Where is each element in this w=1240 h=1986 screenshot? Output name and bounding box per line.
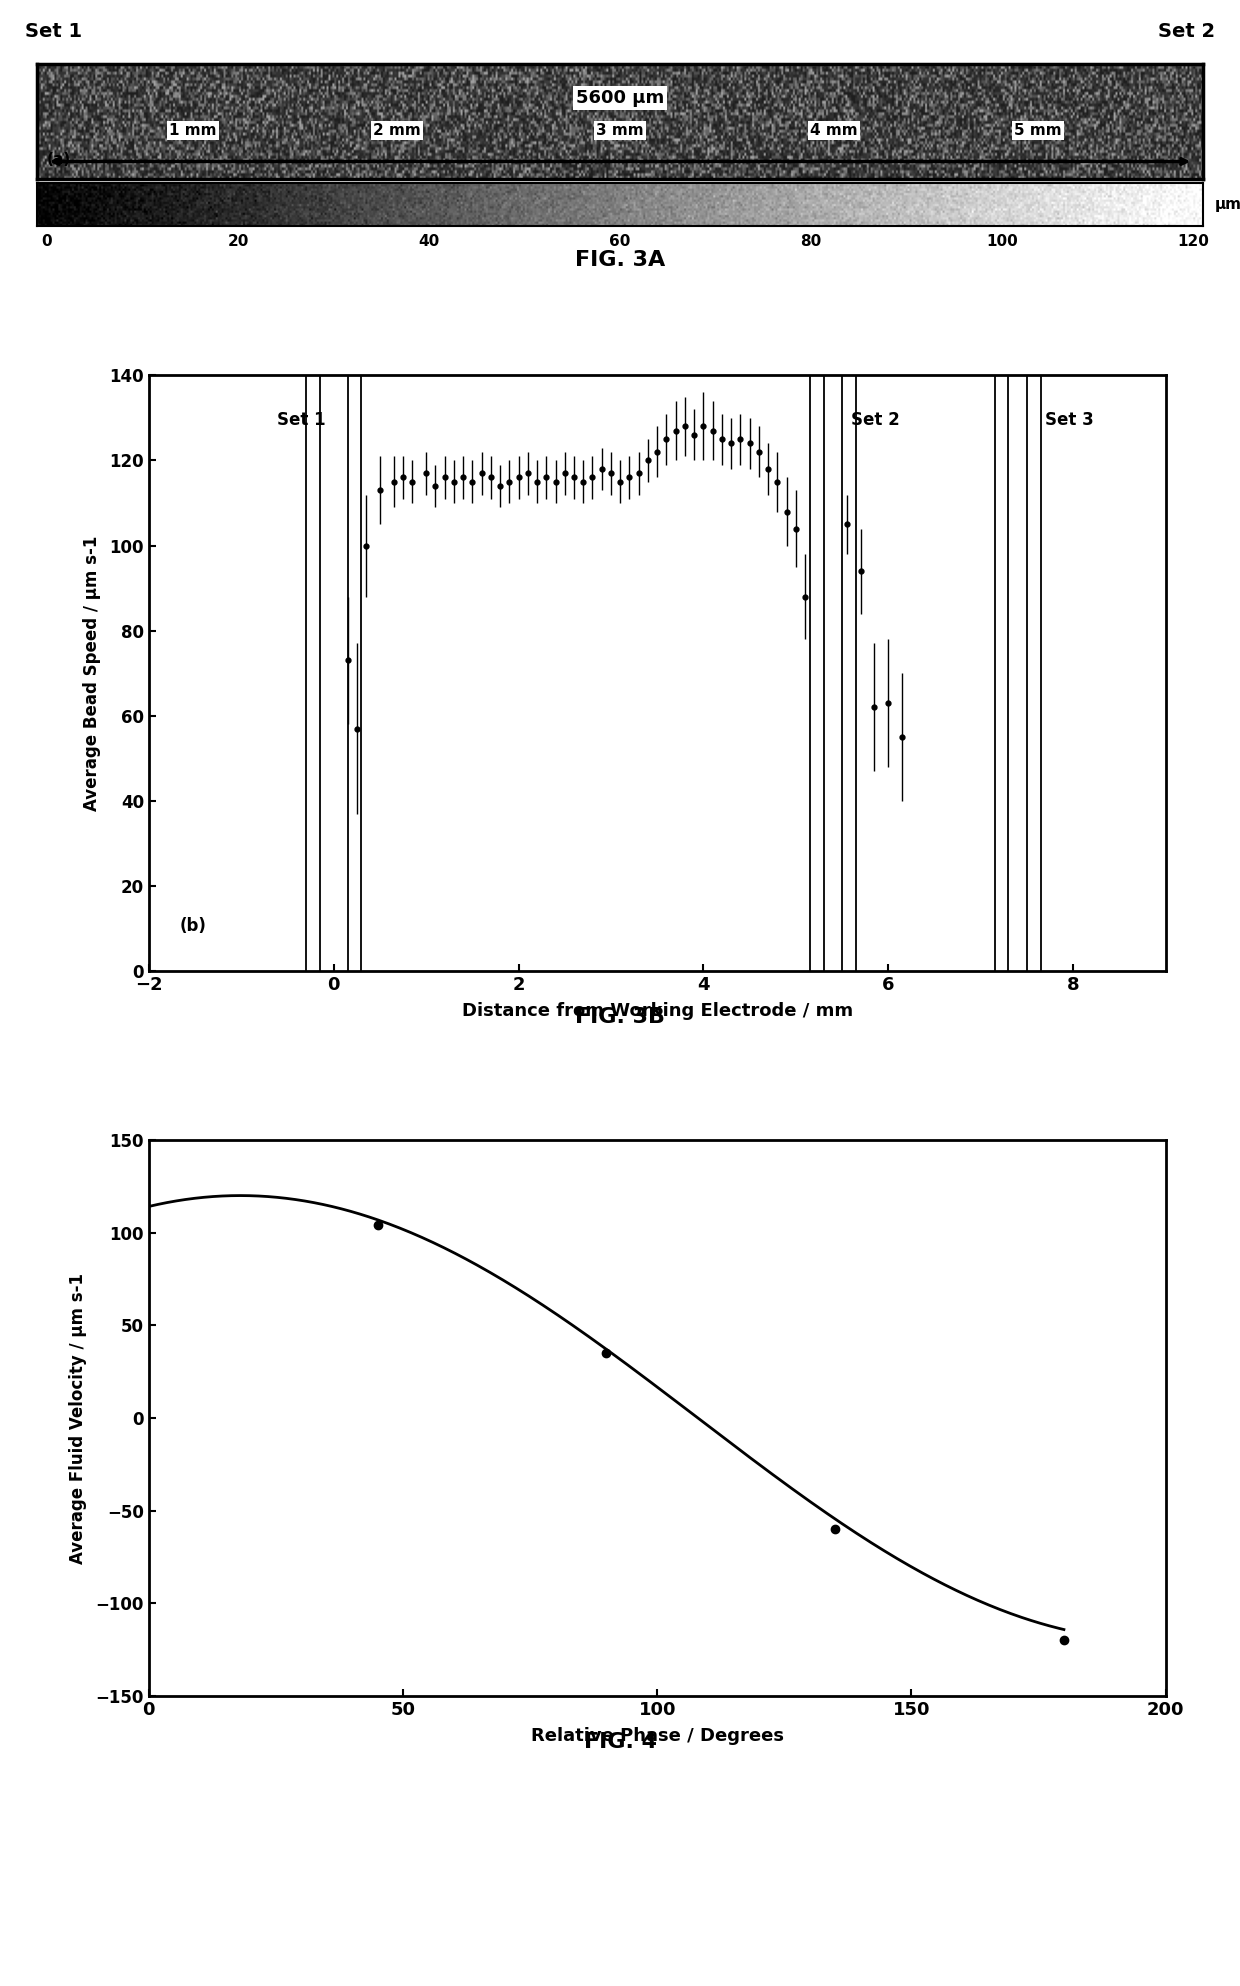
- Text: Set 2: Set 2: [1158, 22, 1215, 42]
- Text: Set 1: Set 1: [277, 411, 326, 429]
- Text: 5600 μm: 5600 μm: [575, 89, 665, 107]
- Text: (a): (a): [47, 153, 71, 167]
- Text: 4 mm: 4 mm: [810, 123, 858, 137]
- Text: FIG. 3A: FIG. 3A: [575, 250, 665, 270]
- Text: (b): (b): [180, 918, 206, 935]
- Text: 1 mm: 1 mm: [169, 123, 216, 137]
- Text: FIG. 4: FIG. 4: [584, 1732, 656, 1752]
- Text: 2 mm: 2 mm: [373, 123, 420, 137]
- Text: Set 3: Set 3: [1044, 411, 1094, 429]
- Text: μm/s: μm/s: [1214, 197, 1240, 213]
- Text: 3 mm: 3 mm: [596, 123, 644, 137]
- X-axis label: Distance from Working Electrode / mm: Distance from Working Electrode / mm: [461, 1003, 853, 1021]
- Y-axis label: Average Fluid Velocity / μm s-1: Average Fluid Velocity / μm s-1: [69, 1273, 87, 1563]
- Text: Set 1: Set 1: [25, 22, 82, 42]
- Text: FIG. 3B: FIG. 3B: [575, 1007, 665, 1027]
- Text: Set 2: Set 2: [852, 411, 900, 429]
- Text: 5 mm: 5 mm: [1014, 123, 1061, 137]
- Y-axis label: Average Bead Speed / μm s-1: Average Bead Speed / μm s-1: [83, 536, 100, 810]
- X-axis label: Relative Phase / Degrees: Relative Phase / Degrees: [531, 1728, 784, 1746]
